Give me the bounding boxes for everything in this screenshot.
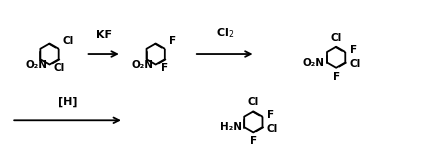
Text: F: F xyxy=(349,45,357,55)
Text: KF: KF xyxy=(96,30,112,40)
Text: O₂N: O₂N xyxy=(132,59,153,70)
Text: O₂N: O₂N xyxy=(303,58,325,67)
Text: H₂N: H₂N xyxy=(220,122,242,132)
Text: Cl: Cl xyxy=(53,63,64,73)
Text: Cl$_2$: Cl$_2$ xyxy=(216,27,234,40)
Text: F: F xyxy=(169,36,176,45)
Text: F: F xyxy=(267,110,274,120)
Text: Cl: Cl xyxy=(63,36,74,45)
Text: O₂N: O₂N xyxy=(26,59,47,70)
Text: F: F xyxy=(161,63,168,73)
Text: Cl: Cl xyxy=(267,124,278,134)
Text: F: F xyxy=(333,72,340,82)
Text: Cl: Cl xyxy=(349,59,361,69)
Text: Cl: Cl xyxy=(248,97,259,107)
Text: F: F xyxy=(250,136,257,146)
Text: Cl: Cl xyxy=(331,33,342,43)
Text: [H]: [H] xyxy=(58,96,77,107)
